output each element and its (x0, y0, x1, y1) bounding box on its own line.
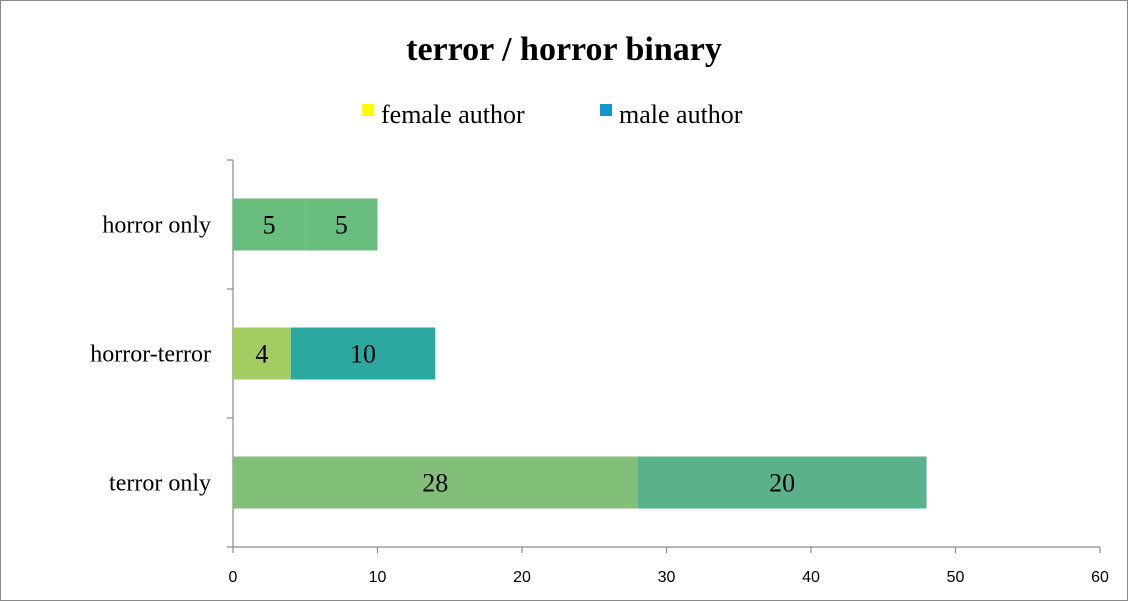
data-label: 5 (335, 211, 348, 240)
bar-segment (637, 456, 927, 509)
data-label: 10 (350, 340, 376, 369)
legend: female author male author (362, 100, 743, 129)
y-category-label: terror only (109, 471, 211, 497)
x-tick-label: 40 (802, 569, 820, 586)
data-label: 4 (255, 340, 268, 369)
data-label: 5 (263, 211, 276, 240)
data-label: 28 (422, 469, 448, 498)
plot-area: 0 10 20 30 40 50 60 horror only 5 5 horror-terror 4… (90, 159, 1109, 586)
bar-segment (233, 327, 291, 380)
data-label: 20 (769, 469, 795, 498)
chart-title: terror / horror binary (406, 31, 722, 68)
bar-segment (233, 198, 306, 251)
x-tick-label: 60 (1091, 569, 1109, 586)
legend-label: female author (381, 100, 525, 129)
legend-swatch (362, 104, 374, 116)
legend-label: male author (619, 100, 743, 129)
bar-segment (233, 456, 638, 509)
x-tick-label: 50 (947, 569, 965, 586)
x-tick-label: 30 (658, 569, 676, 586)
y-category-label: horror-terror (90, 342, 211, 368)
x-tick-label: 10 (369, 569, 387, 586)
bar-segment (305, 198, 378, 251)
y-category-label: horror only (102, 213, 211, 239)
bar-segment (290, 327, 436, 380)
legend-swatch (600, 104, 612, 116)
x-tick-label: 20 (513, 569, 531, 586)
x-tick-label: 0 (229, 569, 238, 586)
